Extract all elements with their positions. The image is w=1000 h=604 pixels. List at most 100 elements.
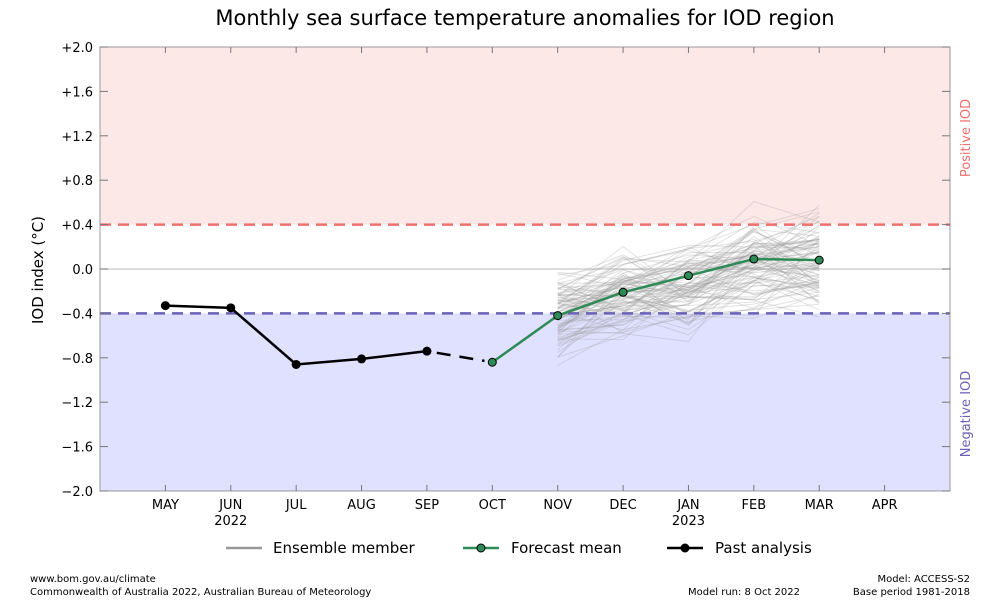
ensemble-member-line xyxy=(557,235,820,334)
ensemble-member-line xyxy=(557,264,820,299)
ensemble-member-line xyxy=(557,221,820,308)
ensemble-member-line xyxy=(557,266,820,310)
ensemble-member-line xyxy=(557,253,820,329)
ensemble-member-line xyxy=(557,284,820,331)
ensemble-member-line xyxy=(557,282,820,341)
ensemble-member-line xyxy=(557,252,820,334)
ensemble-member-line xyxy=(557,223,820,302)
ensemble-member-line xyxy=(557,246,820,313)
ensemble-member-line xyxy=(557,227,820,317)
forecast-mean-point xyxy=(487,357,497,367)
ensemble-member-line xyxy=(557,262,820,321)
ensemble-member-line xyxy=(557,250,820,310)
x-tick-label: JUN xyxy=(218,498,242,513)
x-tick-label: MAY xyxy=(152,498,179,513)
ensemble-member-line xyxy=(557,258,820,330)
ensemble-member-line xyxy=(557,281,820,303)
x-tick-label: APR xyxy=(872,498,898,513)
ensemble-member-line xyxy=(557,211,820,295)
ensemble-member-line xyxy=(557,264,820,331)
ensemble-member-line xyxy=(557,239,820,280)
footer-copyright: Commonwealth of Australia 2022, Australi… xyxy=(30,587,372,598)
ensemble-member-line xyxy=(557,201,820,309)
ensemble-member-line xyxy=(557,254,820,310)
legend-forecast-label: Forecast mean xyxy=(511,539,622,557)
y-tick-label: −0.8 xyxy=(61,352,93,367)
y-tick-label: +2.0 xyxy=(61,41,93,56)
ensemble-member-line xyxy=(557,242,820,324)
ensemble-member-line xyxy=(557,265,820,328)
x-tick-label: OCT xyxy=(479,498,506,513)
ensemble-member-line xyxy=(557,220,820,319)
x-tick-label: JUL xyxy=(285,498,307,513)
ensemble-member-line xyxy=(557,256,820,324)
ensemble-member-line xyxy=(557,216,820,322)
ensemble-member-line xyxy=(557,215,820,276)
ensemble-member-line xyxy=(557,238,820,358)
ensemble-member-line xyxy=(557,238,820,297)
ensemble-member-line xyxy=(557,240,820,342)
ensemble-member-line xyxy=(557,277,820,333)
ensemble-member-line xyxy=(557,274,820,305)
ensemble-member-line xyxy=(557,237,820,342)
x-year-label: 2023 xyxy=(672,514,705,529)
positive-region xyxy=(100,47,950,225)
x-tick-label: FEB xyxy=(742,498,767,513)
ensemble-member-line xyxy=(557,245,820,331)
y-tick-label: +0.4 xyxy=(61,219,93,234)
ensemble-member-line xyxy=(557,274,820,333)
legend-past-label: Past analysis xyxy=(715,539,812,557)
ensemble-members xyxy=(557,201,820,366)
forecast-mean-point xyxy=(814,255,824,265)
chart-title: Monthly sea surface temperature anomalie… xyxy=(215,6,834,30)
past-analysis-point xyxy=(226,303,236,313)
ensemble-member-line xyxy=(557,279,820,313)
forecast-mean-point xyxy=(553,311,563,321)
x-tick-label: JAN xyxy=(676,498,699,513)
ensemble-member-line xyxy=(557,239,820,295)
ensemble-member-line xyxy=(557,246,820,294)
legend-ensemble-label: Ensemble member xyxy=(273,539,416,557)
forecast-mean-point xyxy=(683,271,693,281)
ensemble-member-line xyxy=(557,259,820,341)
forecast-mean-point xyxy=(618,287,628,297)
x-year-label: 2022 xyxy=(214,514,247,529)
x-tick-label: AUG xyxy=(347,498,375,513)
ensemble-member-line xyxy=(557,279,820,317)
ensemble-member-line xyxy=(557,242,820,294)
y-tick-label: 0.0 xyxy=(72,263,93,278)
ensemble-member-line xyxy=(557,241,820,327)
past-analysis-point xyxy=(422,346,432,356)
ensemble-member-line xyxy=(557,255,820,303)
ensemble-member-line xyxy=(557,268,820,301)
x-tick-label: NOV xyxy=(543,498,572,513)
ensemble-member-line xyxy=(557,250,820,336)
legend: Ensemble member Forecast mean Past analy… xyxy=(226,539,812,557)
x-tick-label: MAR xyxy=(805,498,834,513)
footer-model-run: Model run: 8 Oct 2022 xyxy=(688,587,800,598)
ensemble-member-line xyxy=(557,241,820,293)
ensemble-member-line xyxy=(557,260,820,316)
footer-left: www.bom.gov.au/climate Commonwealth of A… xyxy=(30,573,371,599)
ensemble-member-line xyxy=(557,243,820,305)
ensemble-member-line xyxy=(557,266,820,366)
footer-right: Model: ACCESS-S2 Base period 1981-2018 xyxy=(853,573,970,599)
footer-model: Model: ACCESS-S2 xyxy=(877,574,970,585)
ensemble-member-line xyxy=(557,242,820,327)
ensemble-member-line xyxy=(557,293,820,335)
ensemble-member-line xyxy=(557,261,820,358)
y-tick-label: −0.4 xyxy=(61,307,93,322)
ensemble-member-line xyxy=(557,256,820,321)
legend-forecast-marker xyxy=(476,543,486,553)
y-tick-label: −2.0 xyxy=(61,485,93,500)
ensemble-member-line xyxy=(557,251,820,288)
legend-past-marker xyxy=(680,543,690,553)
footer-url: www.bom.gov.au/climate xyxy=(30,574,156,585)
ensemble-member-line xyxy=(557,255,820,353)
ensemble-member-line xyxy=(557,267,820,331)
ensemble-member-line xyxy=(557,287,820,311)
forecast-mean-point xyxy=(749,254,759,264)
y-axis-label: IOD index (°C) xyxy=(29,216,47,324)
